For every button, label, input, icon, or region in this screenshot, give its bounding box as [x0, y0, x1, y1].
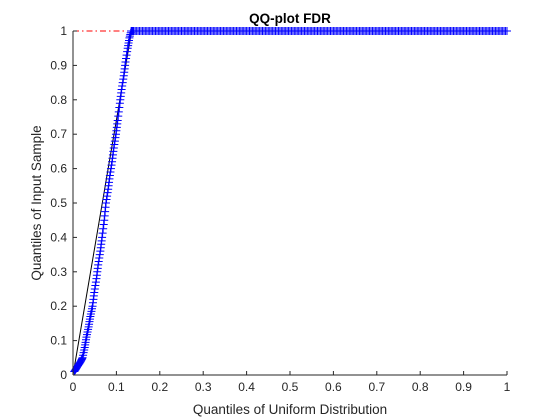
data-point	[94, 257, 103, 266]
y-tick-label: 0.7	[50, 127, 67, 141]
data-point	[95, 254, 104, 263]
data-point	[98, 229, 107, 238]
data-point	[118, 78, 127, 87]
data-point	[109, 143, 118, 152]
data-point	[113, 116, 122, 125]
x-axis-title: Quantiles of Uniform Distribution	[193, 402, 387, 417]
y-axis-ticks: 0 0.1 0.2 0.3 0.4 0.5 0.6 0.7 0.8 0.9 1	[50, 24, 77, 382]
y-tick-label: 0.5	[50, 196, 67, 210]
y-tick-label: 0.8	[50, 93, 67, 107]
data-point	[117, 85, 126, 94]
x-tick-label: 0.1	[108, 380, 125, 394]
chart-title: QQ-plot FDR	[249, 11, 331, 26]
x-tick-label: 0	[70, 380, 77, 394]
data-point	[118, 82, 127, 91]
data-point	[110, 137, 119, 146]
data-point	[101, 199, 110, 207]
data-point	[111, 133, 120, 142]
x-tick-label: 1	[504, 380, 511, 394]
x-tick-label: 0.7	[368, 380, 385, 394]
data-point	[114, 112, 123, 121]
x-axis-ticks: 0 0.1 0.2 0.3 0.4 0.5 0.6 0.7 0.8 0.9 1	[70, 371, 511, 394]
data-point	[105, 171, 114, 180]
x-tick-label: 0.5	[282, 380, 299, 394]
data-markers	[70, 27, 511, 376]
y-tick-label: 0.6	[50, 162, 67, 176]
data-point	[103, 188, 112, 197]
data-point	[98, 233, 107, 242]
data-point	[122, 51, 131, 60]
x-tick-label: 0.8	[412, 380, 429, 394]
data-point	[99, 220, 108, 229]
data-point	[95, 250, 104, 259]
data-point	[102, 195, 111, 204]
y-tick-label: 0.1	[50, 334, 67, 348]
data-point	[119, 75, 128, 84]
data-point	[94, 260, 103, 269]
data-point	[106, 168, 115, 177]
y-tick-label: 0.4	[50, 230, 67, 244]
data-point	[114, 107, 123, 116]
x-tick-label: 0.2	[151, 380, 168, 394]
data-point	[503, 27, 511, 35]
x-tick-label: 0.4	[238, 380, 255, 394]
y-tick-label: 0	[60, 368, 67, 382]
data-point	[91, 281, 100, 290]
y-tick-label: 0.3	[50, 265, 67, 279]
data-point	[103, 192, 112, 201]
data-point	[123, 47, 132, 56]
plot-area	[73, 31, 507, 375]
x-tick-label: 0.9	[455, 380, 472, 394]
data-point	[90, 288, 99, 297]
data-point	[121, 57, 130, 66]
y-tick-label: 0.2	[50, 299, 67, 313]
x-tick-label: 0.3	[195, 380, 212, 394]
data-point	[115, 103, 124, 112]
data-point	[110, 140, 119, 149]
y-tick-label: 1	[60, 24, 67, 38]
data-point	[91, 278, 100, 287]
x-tick-label: 0.6	[325, 380, 342, 394]
y-axis-title: Quantiles of Input Sample	[29, 125, 44, 280]
data-point	[106, 164, 115, 173]
y-tick-label: 0.9	[50, 58, 67, 72]
data-point	[99, 224, 108, 233]
data-point	[90, 285, 99, 293]
data-point	[107, 161, 116, 170]
data-point	[122, 54, 131, 63]
